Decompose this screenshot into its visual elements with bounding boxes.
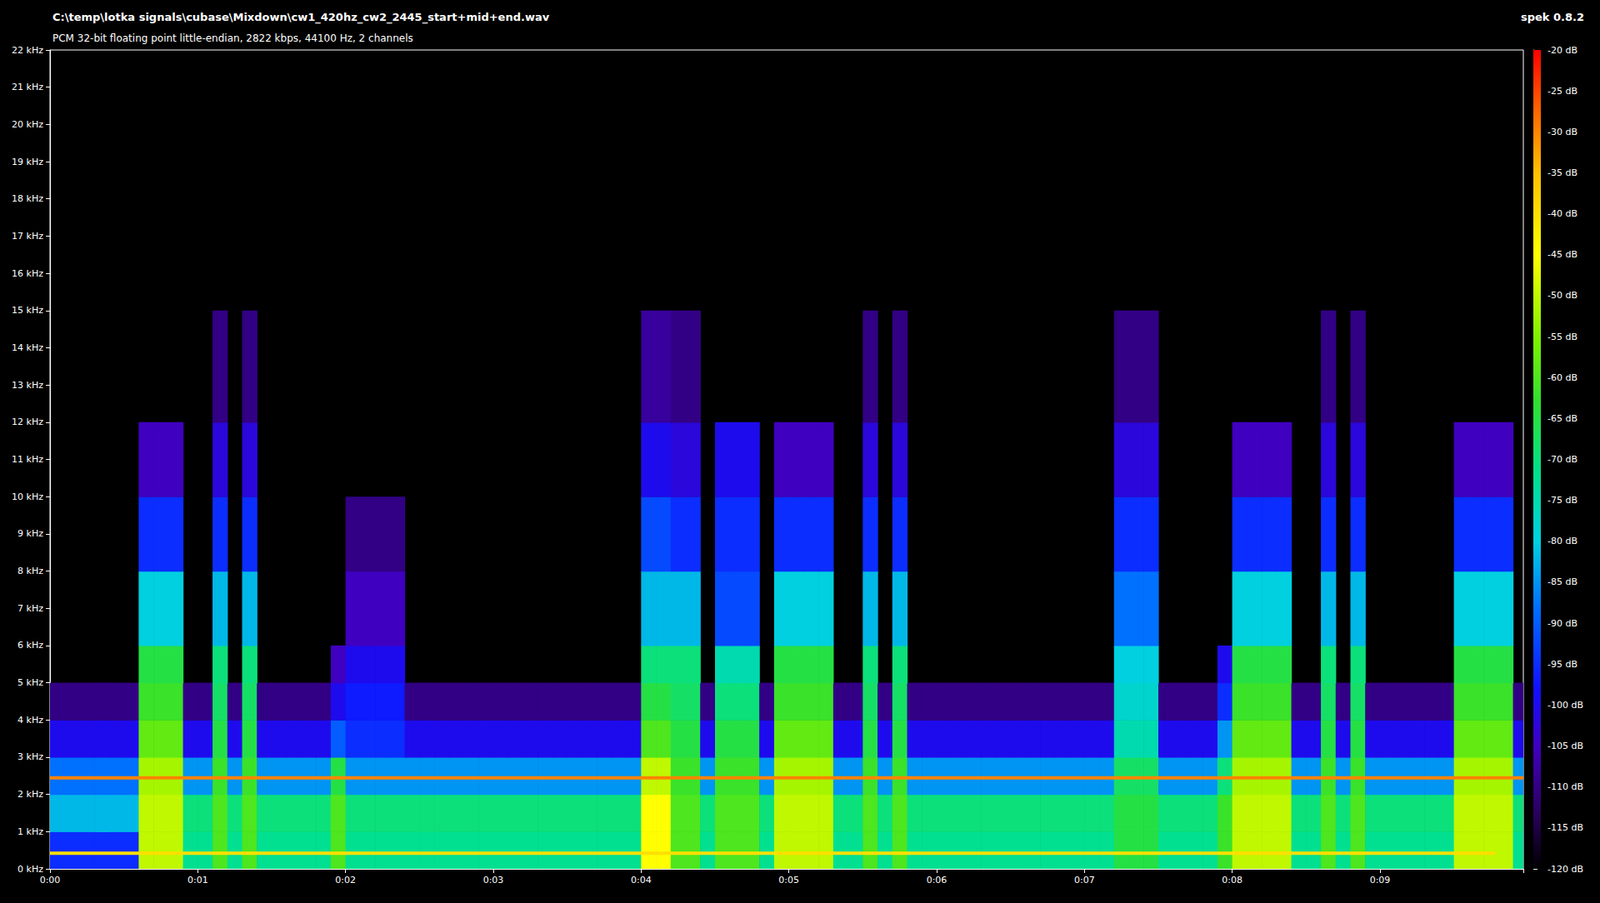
svg-text:7 kHz: 7 kHz: [17, 603, 44, 615]
svg-text:8 kHz: 8 kHz: [17, 565, 44, 577]
svg-text:16 kHz: 16 kHz: [11, 268, 44, 280]
svg-text:-95 dB: -95 dB: [1547, 659, 1578, 670]
svg-text:2 kHz: 2 kHz: [17, 789, 44, 800]
svg-text:-65 dB: -65 dB: [1547, 413, 1578, 425]
svg-text:0:03: 0:03: [483, 875, 505, 886]
svg-text:0:05: 0:05: [778, 875, 800, 886]
svg-text:-25 dB: -25 dB: [1547, 85, 1578, 97]
svg-text:-110 dB: -110 dB: [1547, 781, 1584, 793]
svg-text:0:02: 0:02: [335, 875, 356, 886]
svg-text:-45 dB: -45 dB: [1547, 249, 1578, 260]
svg-text:-75 dB: -75 dB: [1547, 495, 1578, 506]
svg-text:0:09: 0:09: [1370, 875, 1391, 886]
svg-text:15 kHz: 15 kHz: [11, 305, 44, 316]
svg-text:13 kHz: 13 kHz: [11, 380, 44, 391]
svg-text:C:\temp\lotka signals\cubase\M: C:\temp\lotka signals\cubase\Mixdown\cw1…: [52, 10, 550, 25]
svg-text:20 kHz: 20 kHz: [11, 119, 44, 130]
svg-text:0 kHz: 0 kHz: [17, 864, 44, 875]
svg-text:4 kHz: 4 kHz: [17, 715, 44, 726]
svg-text:0:04: 0:04: [630, 875, 652, 886]
svg-text:19 kHz: 19 kHz: [11, 156, 44, 168]
svg-text:12 kHz: 12 kHz: [11, 416, 44, 428]
svg-text:0:01: 0:01: [187, 875, 209, 886]
svg-text:18 kHz: 18 kHz: [11, 193, 44, 205]
svg-text:-70 dB: -70 dB: [1547, 454, 1578, 465]
svg-text:spek 0.8.2: spek 0.8.2: [1520, 10, 1585, 24]
svg-text:-90 dB: -90 dB: [1547, 618, 1578, 630]
svg-text:-80 dB: -80 dB: [1547, 535, 1578, 547]
svg-text:0:07: 0:07: [1074, 875, 1095, 886]
svg-text:14 kHz: 14 kHz: [11, 342, 44, 354]
svg-text:11 kHz: 11 kHz: [11, 454, 44, 465]
svg-text:PCM 32-bit floating point litt: PCM 32-bit floating point little-endian,…: [52, 32, 414, 45]
svg-text:-55 dB: -55 dB: [1547, 331, 1578, 343]
svg-text:17 kHz: 17 kHz: [11, 230, 44, 242]
svg-text:-35 dB: -35 dB: [1547, 167, 1578, 179]
svg-text:5 kHz: 5 kHz: [17, 677, 44, 689]
svg-text:9 kHz: 9 kHz: [17, 528, 44, 540]
svg-text:22 kHz: 22 kHz: [11, 45, 44, 56]
svg-text:0:00: 0:00: [40, 875, 61, 886]
svg-text:0:06: 0:06: [926, 875, 948, 886]
svg-text:-40 dB: -40 dB: [1547, 208, 1578, 220]
svg-text:-30 dB: -30 dB: [1547, 126, 1578, 138]
svg-text:3 kHz: 3 kHz: [17, 751, 44, 763]
svg-text:-120 dB: -120 dB: [1547, 864, 1584, 875]
svg-text:-115 dB: -115 dB: [1547, 822, 1584, 834]
svg-text:-105 dB: -105 dB: [1547, 740, 1584, 752]
svg-text:-85 dB: -85 dB: [1547, 576, 1578, 588]
svg-text:-100 dB: -100 dB: [1547, 700, 1584, 711]
svg-text:1 kHz: 1 kHz: [17, 826, 44, 838]
svg-text:21 kHz: 21 kHz: [11, 81, 44, 93]
svg-text:6 kHz: 6 kHz: [17, 640, 44, 651]
svg-text:0:08: 0:08: [1221, 875, 1243, 886]
svg-text:10 kHz: 10 kHz: [11, 491, 44, 503]
svg-text:-60 dB: -60 dB: [1547, 372, 1578, 384]
svg-text:-20 dB: -20 dB: [1547, 45, 1578, 56]
svg-text:-50 dB: -50 dB: [1547, 290, 1578, 301]
